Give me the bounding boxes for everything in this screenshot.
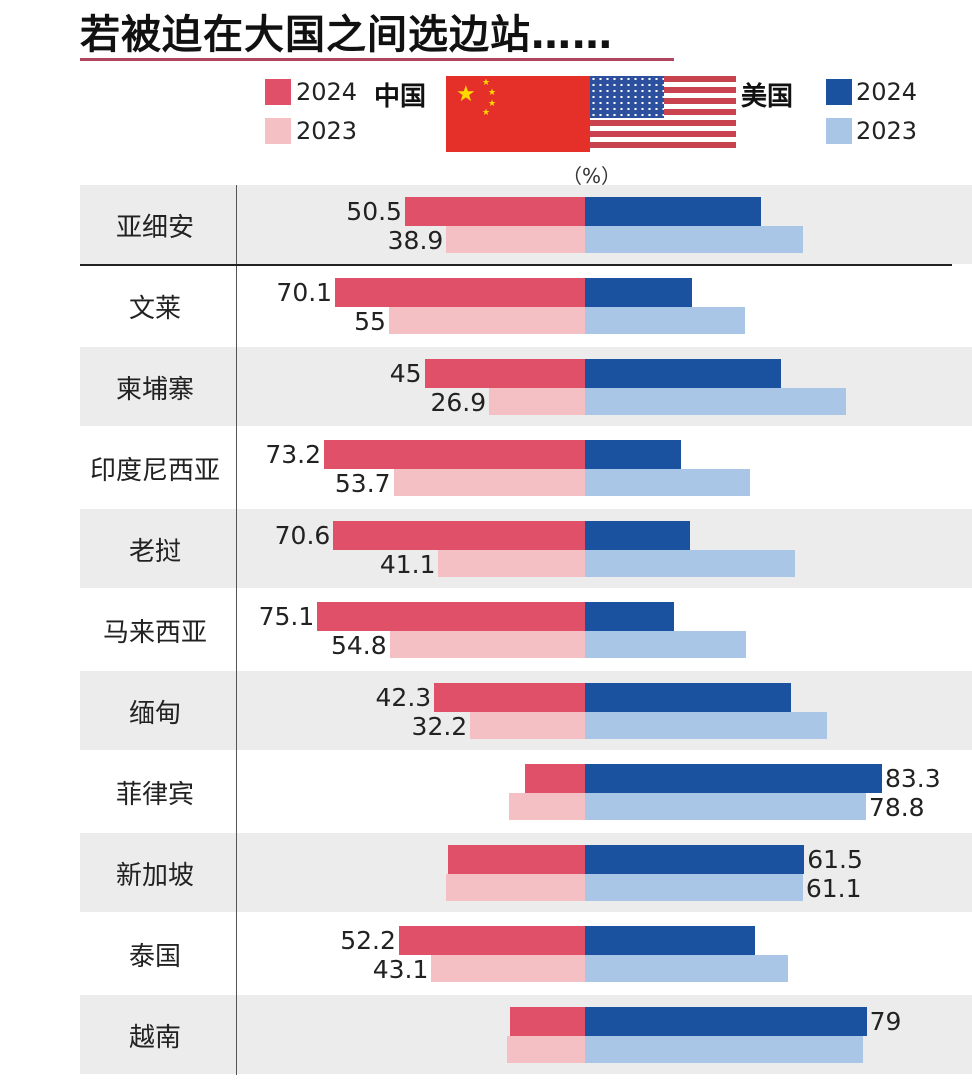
- value-label: 54.8: [330, 631, 387, 660]
- bar-美国-2023: [585, 388, 846, 415]
- category-label: 马来西亚: [102, 618, 207, 648]
- us-flag-icon: [590, 76, 736, 152]
- bar-中国-2024: [510, 1007, 585, 1036]
- category-row: 泰国: [80, 914, 972, 993]
- bar-美国-2024: [585, 197, 762, 226]
- unit-label: （%）: [562, 164, 622, 188]
- value-label: 53.7: [334, 469, 391, 498]
- title-underline: [80, 58, 674, 61]
- value-label: 70.6: [274, 521, 331, 550]
- category-label: 亚细安: [115, 213, 194, 243]
- legend-us-2023: 2023: [856, 117, 918, 145]
- china-flag-icon: ★ ★ ★ ★ ★: [446, 76, 590, 152]
- bar-美国-2023: [585, 874, 803, 901]
- category-row: 印度尼西亚: [80, 428, 972, 507]
- bar-中国-2023: [438, 550, 585, 577]
- value-label: 73.2: [265, 440, 322, 469]
- aggregate-separator: [80, 264, 952, 266]
- value-label: 45: [389, 359, 422, 388]
- legend-china-label: 中国: [374, 82, 427, 112]
- chart-title: 若被迫在大国之间选边站……: [80, 12, 613, 58]
- value-label: 32.2: [411, 712, 468, 741]
- bar-美国-2023: [585, 226, 803, 253]
- category-label: 印度尼西亚: [89, 456, 220, 486]
- value-label: 43.1: [372, 955, 429, 984]
- bar-美国-2023: [585, 550, 795, 577]
- value-label: 70.1: [276, 278, 333, 307]
- legend-us-2024: 2024: [856, 78, 918, 106]
- value-label: 50.5: [346, 197, 402, 226]
- legend-swatch-china-2024: [265, 79, 291, 105]
- category-label: 菲律宾: [115, 780, 194, 810]
- bar-中国-2023: [509, 793, 585, 820]
- value-label: 61.1: [805, 874, 862, 903]
- bar-中国-2023: [446, 874, 585, 901]
- legend-china-2023: 2023: [296, 117, 358, 145]
- value-label: 26.9: [430, 388, 487, 417]
- bar-美国-2024: [585, 440, 681, 469]
- bar-美国-2023: [585, 1036, 864, 1063]
- category-row: 菲律宾: [80, 752, 972, 831]
- bar-美国-2024: [585, 764, 882, 793]
- bar-中国-2023: [393, 469, 585, 496]
- category-label: 柬埔寨: [115, 375, 194, 405]
- bar-中国-2023: [489, 388, 585, 415]
- legend-us-label: 美国: [741, 82, 794, 112]
- bar-中国-2024: [317, 602, 585, 631]
- value-label: 55: [354, 307, 386, 336]
- bar-美国-2023: [585, 469, 751, 496]
- category-label: 文莱: [128, 294, 181, 324]
- bar-美国-2024: [585, 278, 692, 307]
- bar-美国-2024: [585, 683, 791, 712]
- bar-中国-2024: [335, 278, 585, 307]
- value-label: 75.1: [258, 602, 315, 631]
- bar-美国-2023: [585, 712, 827, 739]
- bar-中国-2023: [506, 1036, 585, 1063]
- bar-中国-2024: [333, 521, 585, 550]
- category-label: 缅甸: [128, 699, 181, 729]
- bar-美国-2024: [585, 359, 782, 388]
- bar-中国-2023: [431, 955, 585, 982]
- category-label: 新加坡: [115, 861, 194, 891]
- bar-中国-2023: [389, 631, 585, 658]
- category-label: 越南: [128, 1023, 181, 1053]
- bar-中国-2024: [404, 197, 585, 226]
- value-label: 41.1: [379, 550, 436, 579]
- bar-美国-2024: [585, 845, 805, 874]
- bar-中国-2023: [470, 712, 585, 739]
- bar-中国-2024: [434, 683, 585, 712]
- value-label: 79: [869, 1007, 902, 1036]
- bar-美国-2023: [585, 307, 746, 334]
- category-label: 老挝: [128, 537, 181, 567]
- legend-swatch-us-2023: [826, 118, 852, 144]
- value-label: 52.2: [340, 926, 396, 955]
- bar-美国-2023: [585, 955, 788, 982]
- bar-美国-2024: [585, 602, 674, 631]
- bar-中国-2024: [324, 440, 585, 469]
- bar-美国-2024: [585, 521, 690, 550]
- legend-swatch-us-2024: [826, 79, 852, 105]
- value-label: 78.8: [868, 793, 925, 822]
- bar-美国-2024: [585, 926, 756, 955]
- value-label: 38.9: [387, 226, 444, 255]
- bar-中国-2023: [446, 226, 585, 253]
- bar-中国-2023: [388, 307, 585, 334]
- bar-中国-2024: [525, 764, 585, 793]
- category-row: 马来西亚: [80, 590, 972, 669]
- bar-美国-2023: [585, 793, 866, 820]
- legend-china-2024: 2024: [296, 78, 358, 106]
- value-label: 42.3: [375, 683, 432, 712]
- legend-swatch-china-2023: [265, 118, 291, 144]
- axis-line: [236, 185, 237, 1075]
- category-row: 文莱: [80, 266, 972, 345]
- bar-中国-2024: [447, 845, 585, 874]
- bar-中国-2024: [398, 926, 585, 955]
- bar-美国-2023: [585, 631, 747, 658]
- bar-中国-2024: [424, 359, 585, 388]
- value-label: 83.3: [884, 764, 941, 793]
- value-label: 61.5: [807, 845, 863, 874]
- category-label: 泰国: [128, 942, 181, 972]
- bar-美国-2024: [585, 1007, 867, 1036]
